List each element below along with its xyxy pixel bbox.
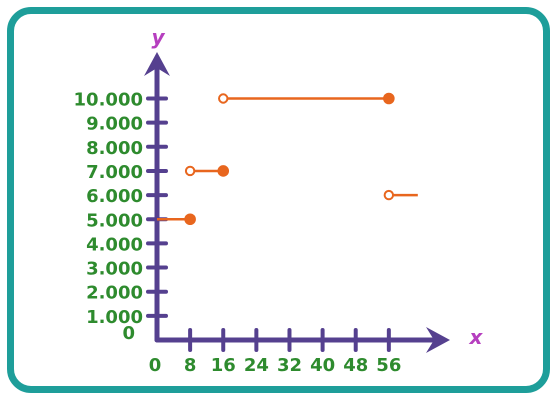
y-tick-label: 6.000 <box>86 186 143 207</box>
x-tick-label: 32 <box>277 355 302 376</box>
y-ticks: 1.000 2.000 3.000 4.000 5.000 6.000 7.000 8.000… <box>74 90 168 328</box>
y-zero-label: 0 <box>122 323 135 344</box>
series-segments <box>157 92 418 226</box>
x-tick-label: 24 <box>244 355 269 376</box>
x-axis-label: x <box>469 325 484 349</box>
y-axis-label: y <box>151 25 165 49</box>
x-ticks: 0 8 16 24 32 40 48 56 <box>149 328 401 376</box>
x-tick-label: 56 <box>376 355 401 376</box>
open-endpoint <box>218 93 229 104</box>
closed-endpoint <box>217 165 230 177</box>
closed-endpoint <box>383 92 395 105</box>
x-tick-label: 16 <box>211 355 236 376</box>
chart-frame <box>7 7 550 393</box>
y-tick-label: 10.000 <box>74 90 143 111</box>
open-endpoint <box>383 189 395 201</box>
x-tick-label: 8 <box>184 355 197 376</box>
closed-endpoint <box>184 213 196 226</box>
y-tick-label: 7.000 <box>86 162 143 183</box>
x-tick-label: 40 <box>310 355 335 376</box>
y-tick-label: 9.000 <box>86 114 143 135</box>
open-endpoint <box>184 165 196 177</box>
y-tick-label: 5.000 <box>86 210 143 231</box>
y-tick-label: 3.000 <box>86 259 143 280</box>
y-axis-arrow <box>144 52 170 76</box>
y-tick-label: 4.000 <box>86 234 143 255</box>
x-tick-label: 0 <box>149 355 162 376</box>
axes <box>144 52 450 353</box>
x-axis-arrow <box>426 327 450 353</box>
y-tick-label: 1.000 <box>86 307 143 328</box>
y-tick-label: 8.000 <box>86 138 143 159</box>
y-tick-label: 2.000 <box>86 283 143 304</box>
x-tick-label: 48 <box>343 355 368 376</box>
